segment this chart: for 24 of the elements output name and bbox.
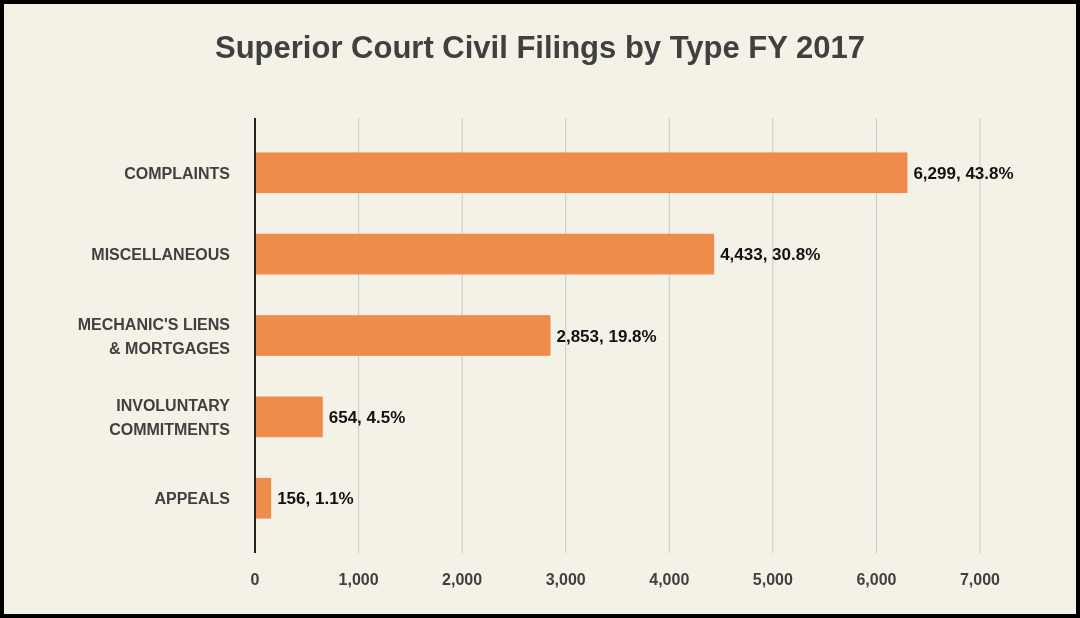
y-tick-label: MISCELLANEOUS (91, 246, 231, 264)
x-tick-label: 2,000 (442, 571, 483, 588)
bar (255, 152, 908, 194)
data-label: 4,433, 30.8% (720, 245, 821, 265)
data-label: 6,299, 43.8% (913, 163, 1014, 183)
x-tick-label: 0 (250, 571, 260, 588)
bar (255, 233, 715, 275)
bar (255, 396, 323, 438)
y-tick-label: COMPLAINTS (124, 164, 231, 182)
x-tick-label: 5,000 (752, 571, 793, 588)
y-tick-label: INVOLUNTARY COMMITMENTS (109, 396, 231, 438)
x-tick-label: 6,000 (856, 571, 897, 588)
y-tick-label: APPEALS (154, 490, 231, 508)
x-tick-label: 3,000 (545, 571, 586, 588)
data-label: 2,853, 19.8% (556, 326, 657, 346)
data-label: 156, 1.1% (277, 489, 354, 509)
bar (255, 477, 272, 519)
y-tick-label: MECHANIC'S LIENS & MORTGAGES (77, 315, 231, 357)
x-tick-label: 7,000 (959, 571, 1001, 588)
x-tick-label: 1,000 (338, 571, 379, 588)
bar (255, 315, 551, 356)
x-tick-label: 4,000 (649, 571, 690, 588)
data-label: 654, 4.5% (328, 407, 406, 427)
chart-title: Superior Court Civil Filings by Type FY 2017 (214, 30, 866, 65)
